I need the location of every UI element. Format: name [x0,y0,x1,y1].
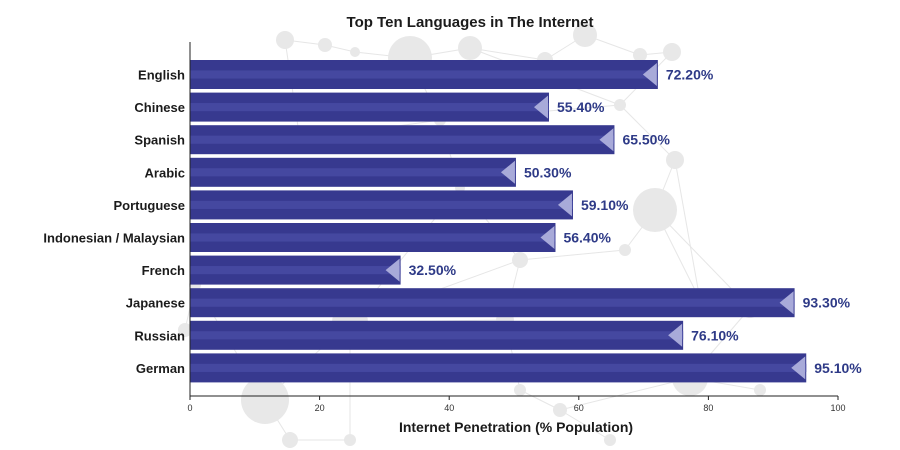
network-node [318,38,332,52]
bar-group: 55.40% [190,92,605,122]
network-node [276,31,294,49]
network-node [614,99,626,111]
x-tick-label: 60 [574,403,584,413]
network-line [559,377,691,411]
value-label: 59.10% [581,197,629,213]
bar-group: 32.50% [190,255,457,285]
bar-stripe [190,135,615,144]
network-node [344,434,356,446]
bar-group: 59.10% [190,190,629,220]
network-node [458,36,482,60]
bar-stripe [190,70,658,79]
bar-stripe [190,103,549,112]
bar-tip [500,160,515,184]
bar-tip [599,128,614,152]
network-node [633,48,647,62]
value-label: 56.40% [563,230,611,246]
category-label: German [136,361,185,376]
bar-group: 50.30% [190,157,572,187]
network-line [284,39,301,141]
network-node [666,151,684,169]
bar-group: 65.50% [190,125,670,155]
bar-group: 76.10% [190,320,739,350]
bar-tip [779,291,794,315]
x-tick-label: 80 [703,403,713,413]
bar-tip [642,63,657,86]
x-tick-label: 100 [830,403,845,413]
network-node [282,432,298,448]
bar-tip [791,356,806,380]
category-label: Spanish [134,133,185,148]
bar-group: 56.40% [190,223,612,252]
bar-stripe [190,363,807,372]
x-axis-label: Internet Penetration (% Population) [399,419,633,435]
network-node [241,376,289,424]
chart-title: Top Ten Languages in The Internet [347,14,594,31]
bar-stripe [190,200,573,209]
bar-group: 93.30% [190,288,851,318]
bar-stripe [190,266,401,275]
value-label: 32.50% [409,262,457,278]
network-line [519,389,561,411]
category-label: Chinese [134,100,185,115]
y-axis: English Chinese Spanish Arabic Portuguese Ind… [43,42,191,396]
bars-group: 72.20% 55.40% 65.50% 50.30% 59.10% 56.40% 32.5… [190,60,862,383]
bar-tip [533,95,548,119]
bar-stripe [190,233,556,242]
network-node [573,23,597,47]
network-line [619,104,676,161]
category-label: English [138,68,185,83]
value-label: 93.30% [803,295,851,311]
network-line [519,249,626,261]
value-label: 95.10% [814,360,862,376]
network-node [350,47,360,57]
value-label: 65.50% [622,132,670,148]
x-tick-label: 40 [444,403,454,413]
network-node [754,384,766,396]
bar-stripe [190,168,516,177]
category-label: French [142,263,185,278]
category-label: Portuguese [113,198,185,213]
category-label: Arabic [145,165,185,180]
x-axis: 0 20 40 60 80 100 [187,395,846,413]
network-line [469,47,546,61]
bar-stripe [190,331,684,340]
value-label: 72.20% [666,67,714,83]
network-line [559,409,611,441]
category-label: Russian [134,328,185,343]
network-node [663,43,681,61]
x-tick-label: 0 [187,403,192,413]
network-node [604,434,616,446]
bar-stripe [190,298,795,307]
bar-group: 95.10% [190,353,862,383]
bar-group: 72.20% [190,60,714,89]
bar-tip [540,226,555,249]
network-node [514,384,526,396]
bar-tip [668,323,683,347]
network-node [178,323,192,337]
value-label: 76.10% [691,327,739,343]
network-line [674,159,701,301]
network-node [512,252,528,268]
network-node [633,188,677,232]
network-node [553,403,567,417]
bar-tip [557,193,572,217]
bar-tip [385,258,400,282]
x-tick-label: 20 [315,403,325,413]
value-label: 55.40% [557,99,605,115]
network-node [619,244,631,256]
value-label: 50.30% [524,164,572,180]
category-label: Indonesian / Malaysian [43,231,185,246]
category-label: Japanese [126,296,185,311]
